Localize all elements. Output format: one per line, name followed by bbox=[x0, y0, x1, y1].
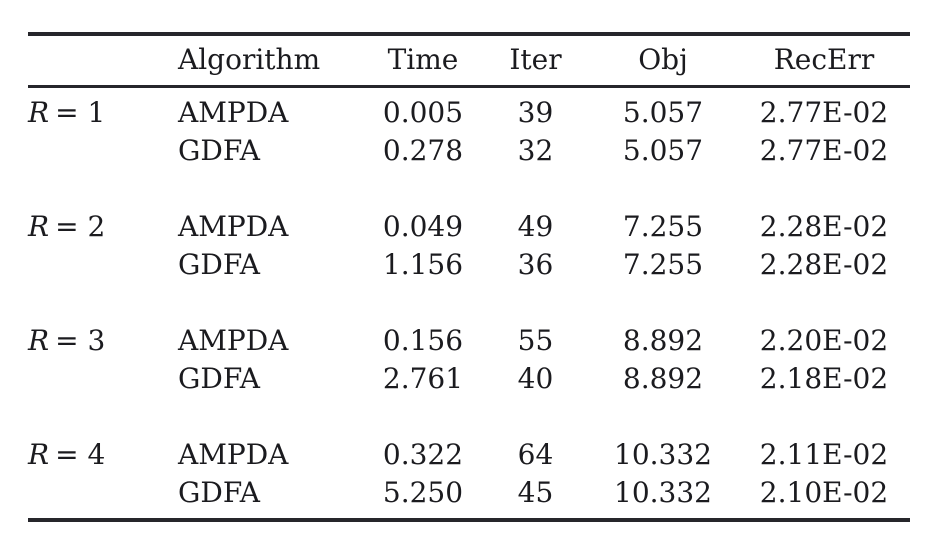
group-label-value: = 4 bbox=[55, 438, 106, 471]
group-label-variable: R bbox=[28, 324, 50, 357]
cell-time: 2.761 bbox=[382, 362, 464, 395]
cell-recerr: 2.77E-02 bbox=[759, 96, 889, 129]
group-label-variable: R bbox=[28, 96, 50, 129]
header-time: Time bbox=[387, 43, 459, 77]
cell-obj: 8.892 bbox=[622, 324, 704, 357]
cell-iter: 49 bbox=[517, 210, 554, 243]
cell-algorithm: GDFA bbox=[178, 362, 261, 395]
cell-recerr: 2.10E-02 bbox=[759, 476, 889, 509]
cell-obj: 7.255 bbox=[622, 210, 704, 243]
table-row: GDFA 5.250 45 10.332 2.10E-02 bbox=[28, 474, 910, 512]
cell-iter: 45 bbox=[517, 476, 554, 509]
cell-time: 0.005 bbox=[382, 96, 464, 129]
header-algorithm: Algorithm bbox=[178, 43, 321, 77]
cell-iter: 40 bbox=[517, 362, 554, 395]
table-row: GDFA 0.278 32 5.057 2.77E-02 bbox=[28, 132, 910, 170]
cell-obj: 5.057 bbox=[622, 134, 704, 167]
table-row: R = 3 AMPDA 0.156 55 8.892 2.20E-02 bbox=[28, 322, 910, 360]
spacer bbox=[28, 170, 910, 208]
cell-algorithm: GDFA bbox=[178, 134, 261, 167]
cell-recerr: 2.11E-02 bbox=[759, 438, 889, 471]
row-group-label: R = 4 bbox=[28, 436, 178, 474]
cell-recerr: 2.28E-02 bbox=[759, 248, 889, 281]
cell-iter: 39 bbox=[517, 96, 554, 129]
table-row: R = 4 AMPDA 0.322 64 10.332 2.11E-02 bbox=[28, 436, 910, 474]
header-empty bbox=[28, 34, 178, 86]
cell-algorithm: GDFA bbox=[178, 248, 261, 281]
table-row: R = 2 AMPDA 0.049 49 7.255 2.28E-02 bbox=[28, 208, 910, 246]
cell-recerr: 2.77E-02 bbox=[759, 134, 889, 167]
cell-iter: 55 bbox=[517, 324, 554, 357]
table-row: GDFA 2.761 40 8.892 2.18E-02 bbox=[28, 360, 910, 398]
cell-obj: 7.255 bbox=[622, 248, 704, 281]
results-table: Algorithm Time Iter Obj RecErr R = 1 AMPD… bbox=[28, 32, 910, 522]
spacer bbox=[28, 512, 910, 520]
cell-time: 0.278 bbox=[382, 134, 464, 167]
spacer bbox=[28, 398, 910, 436]
group-label-value: = 2 bbox=[55, 210, 106, 243]
cell-obj: 8.892 bbox=[622, 362, 704, 395]
spacer bbox=[28, 86, 910, 94]
header-iter: Iter bbox=[509, 43, 562, 77]
group-label-variable: R bbox=[28, 438, 50, 471]
cell-obj: 10.332 bbox=[614, 476, 712, 509]
cell-algorithm: AMPDA bbox=[178, 96, 289, 129]
cell-iter: 64 bbox=[517, 438, 554, 471]
header-obj: Obj bbox=[638, 43, 688, 77]
row-group-label: R = 3 bbox=[28, 322, 178, 360]
cell-algorithm: GDFA bbox=[178, 476, 261, 509]
spacer bbox=[28, 284, 910, 322]
cell-time: 0.322 bbox=[382, 438, 464, 471]
group-label-value: = 3 bbox=[55, 324, 106, 357]
row-group-label-empty bbox=[28, 360, 178, 398]
row-group-label: R = 1 bbox=[28, 94, 178, 132]
group-label-variable: R bbox=[28, 210, 50, 243]
header-recerr: RecErr bbox=[773, 43, 875, 77]
table-row: GDFA 1.156 36 7.255 2.28E-02 bbox=[28, 246, 910, 284]
cell-time: 5.250 bbox=[382, 476, 464, 509]
cell-algorithm: AMPDA bbox=[178, 438, 289, 471]
row-group-label-empty bbox=[28, 132, 178, 170]
cell-iter: 32 bbox=[517, 134, 554, 167]
row-group-label-empty bbox=[28, 474, 178, 512]
table-row: R = 1 AMPDA 0.005 39 5.057 2.77E-02 bbox=[28, 94, 910, 132]
cell-obj: 10.332 bbox=[614, 438, 712, 471]
row-group-label-empty bbox=[28, 246, 178, 284]
cell-algorithm: AMPDA bbox=[178, 324, 289, 357]
row-group-label: R = 2 bbox=[28, 208, 178, 246]
cell-obj: 5.057 bbox=[622, 96, 704, 129]
group-label-value: = 1 bbox=[55, 96, 106, 129]
cell-recerr: 2.28E-02 bbox=[759, 210, 889, 243]
cell-recerr: 2.18E-02 bbox=[759, 362, 889, 395]
cell-iter: 36 bbox=[517, 248, 554, 281]
cell-time: 0.156 bbox=[382, 324, 464, 357]
cell-time: 0.049 bbox=[382, 210, 464, 243]
cell-algorithm: AMPDA bbox=[178, 210, 289, 243]
cell-time: 1.156 bbox=[382, 248, 464, 281]
table-header-row: Algorithm Time Iter Obj RecErr bbox=[28, 34, 910, 86]
cell-recerr: 2.20E-02 bbox=[759, 324, 889, 357]
